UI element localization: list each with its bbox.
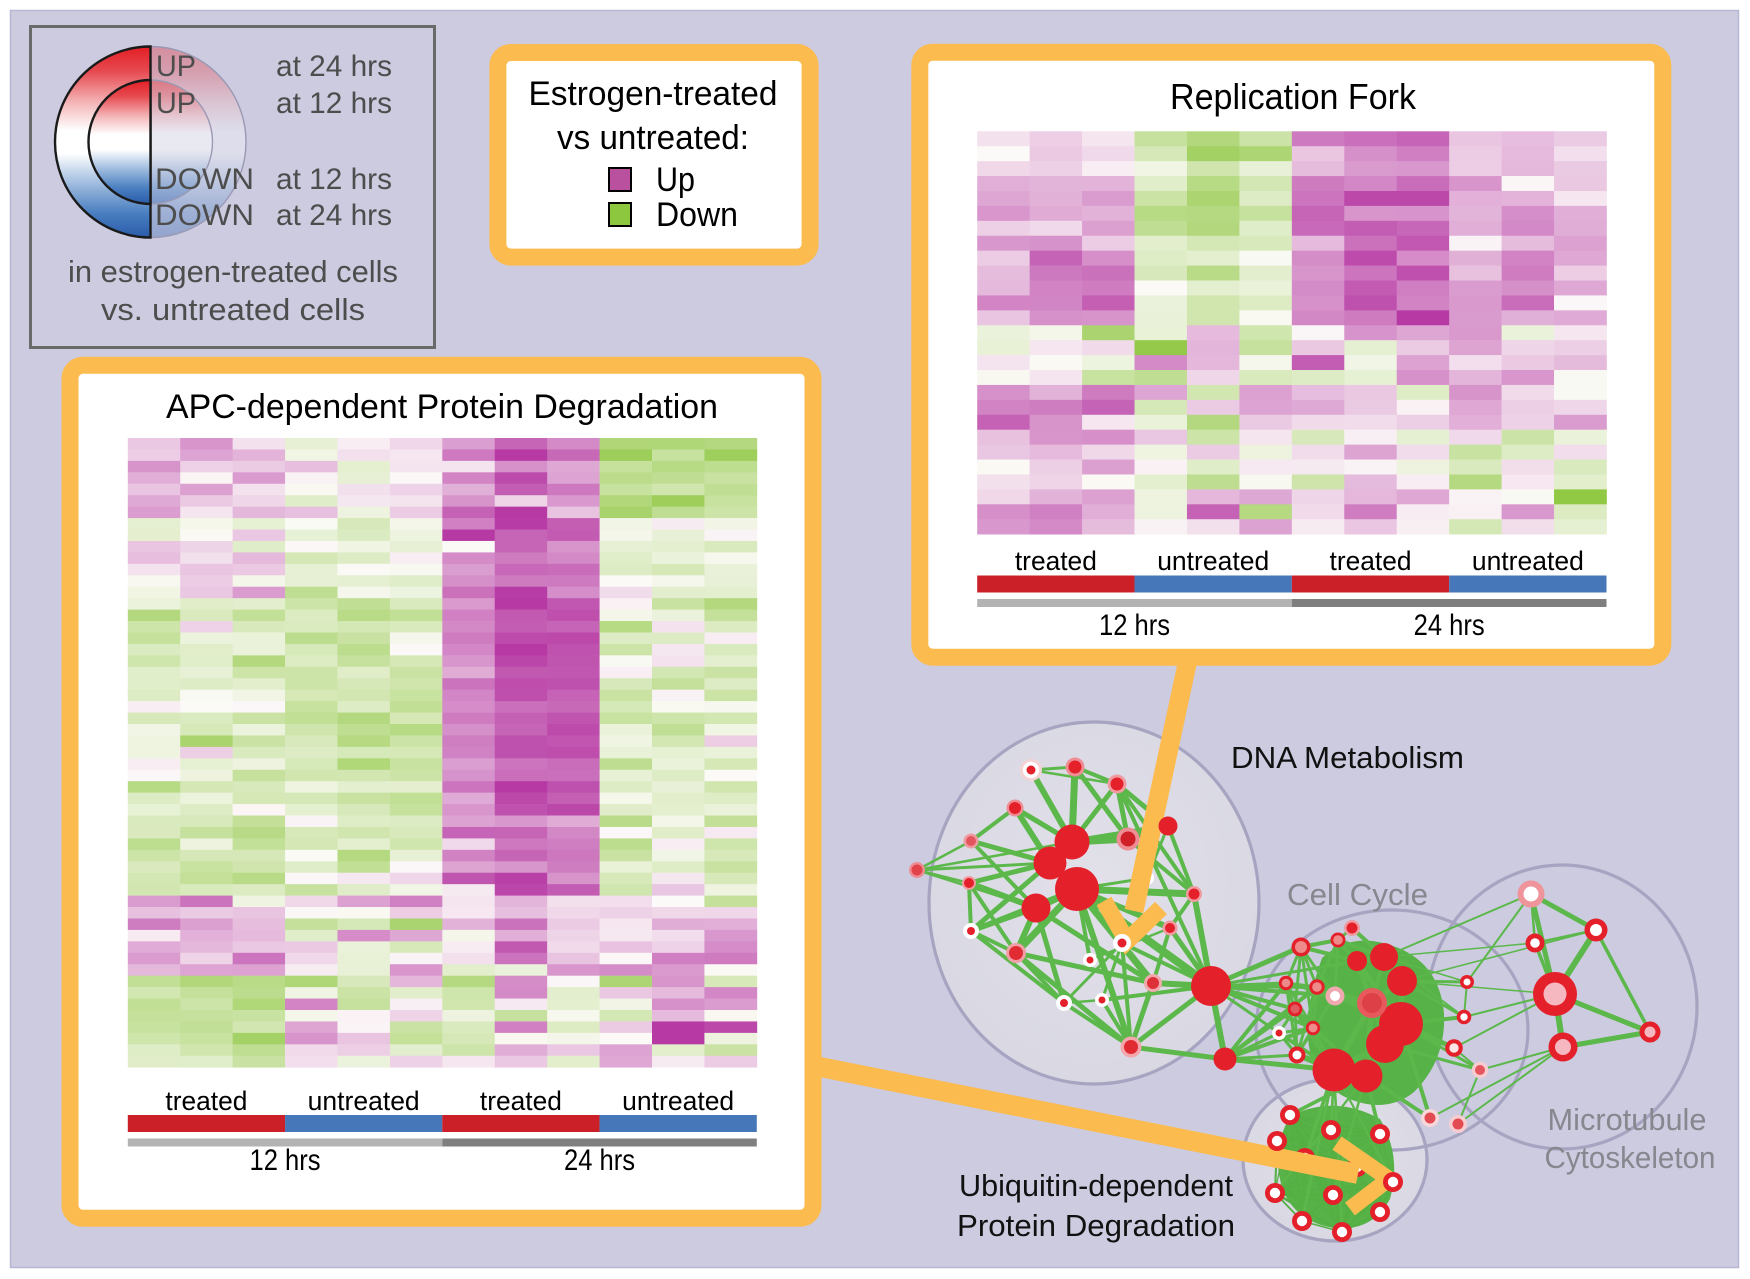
svg-text:DOWN: DOWN: [155, 163, 254, 196]
svg-text:at 24 hrs: at 24 hrs: [276, 199, 392, 232]
svg-text:APC-dependent Protein Degradat: APC-dependent Protein Degradation: [166, 388, 718, 426]
svg-text:Estrogen-treated: Estrogen-treated: [529, 75, 778, 113]
svg-text:Microtubule: Microtubule: [1548, 1102, 1707, 1137]
svg-text:DNA Metabolism: DNA Metabolism: [1231, 740, 1464, 775]
svg-text:in estrogen-treated cells: in estrogen-treated cells: [68, 254, 398, 289]
svg-text:treated: treated: [480, 1086, 562, 1116]
svg-text:UP: UP: [156, 87, 196, 120]
svg-text:24 hrs: 24 hrs: [1414, 609, 1485, 642]
svg-text:Down: Down: [656, 196, 738, 234]
svg-text:untreated: untreated: [1157, 546, 1269, 576]
svg-text:treated: treated: [165, 1086, 247, 1116]
svg-text:untreated: untreated: [622, 1086, 734, 1116]
svg-text:Replication Fork: Replication Fork: [1170, 76, 1417, 117]
svg-text:12 hrs: 12 hrs: [1099, 609, 1170, 642]
svg-text:at 24 hrs: at 24 hrs: [276, 50, 392, 83]
svg-text:Protein Degradation: Protein Degradation: [957, 1208, 1235, 1243]
svg-text:Cell Cycle: Cell Cycle: [1287, 877, 1428, 912]
svg-text:vs untreated:: vs untreated:: [557, 119, 749, 157]
svg-text:Cytoskeleton: Cytoskeleton: [1545, 1140, 1716, 1175]
svg-text:treated: treated: [1015, 546, 1097, 576]
svg-text:at 12 hrs: at 12 hrs: [276, 163, 392, 196]
svg-text:treated: treated: [1330, 546, 1412, 576]
svg-text:24 hrs: 24 hrs: [564, 1144, 635, 1177]
svg-text:untreated: untreated: [1472, 546, 1584, 576]
svg-text:12 hrs: 12 hrs: [250, 1144, 321, 1177]
svg-text:Up: Up: [656, 161, 695, 199]
svg-text:untreated: untreated: [308, 1086, 420, 1116]
svg-text:DOWN: DOWN: [155, 199, 254, 232]
svg-text:UP: UP: [156, 50, 196, 83]
svg-text:at 12 hrs: at 12 hrs: [276, 87, 392, 120]
svg-text:Ubiquitin-dependent: Ubiquitin-dependent: [959, 1168, 1233, 1203]
svg-text:vs. untreated cells: vs. untreated cells: [101, 292, 365, 327]
